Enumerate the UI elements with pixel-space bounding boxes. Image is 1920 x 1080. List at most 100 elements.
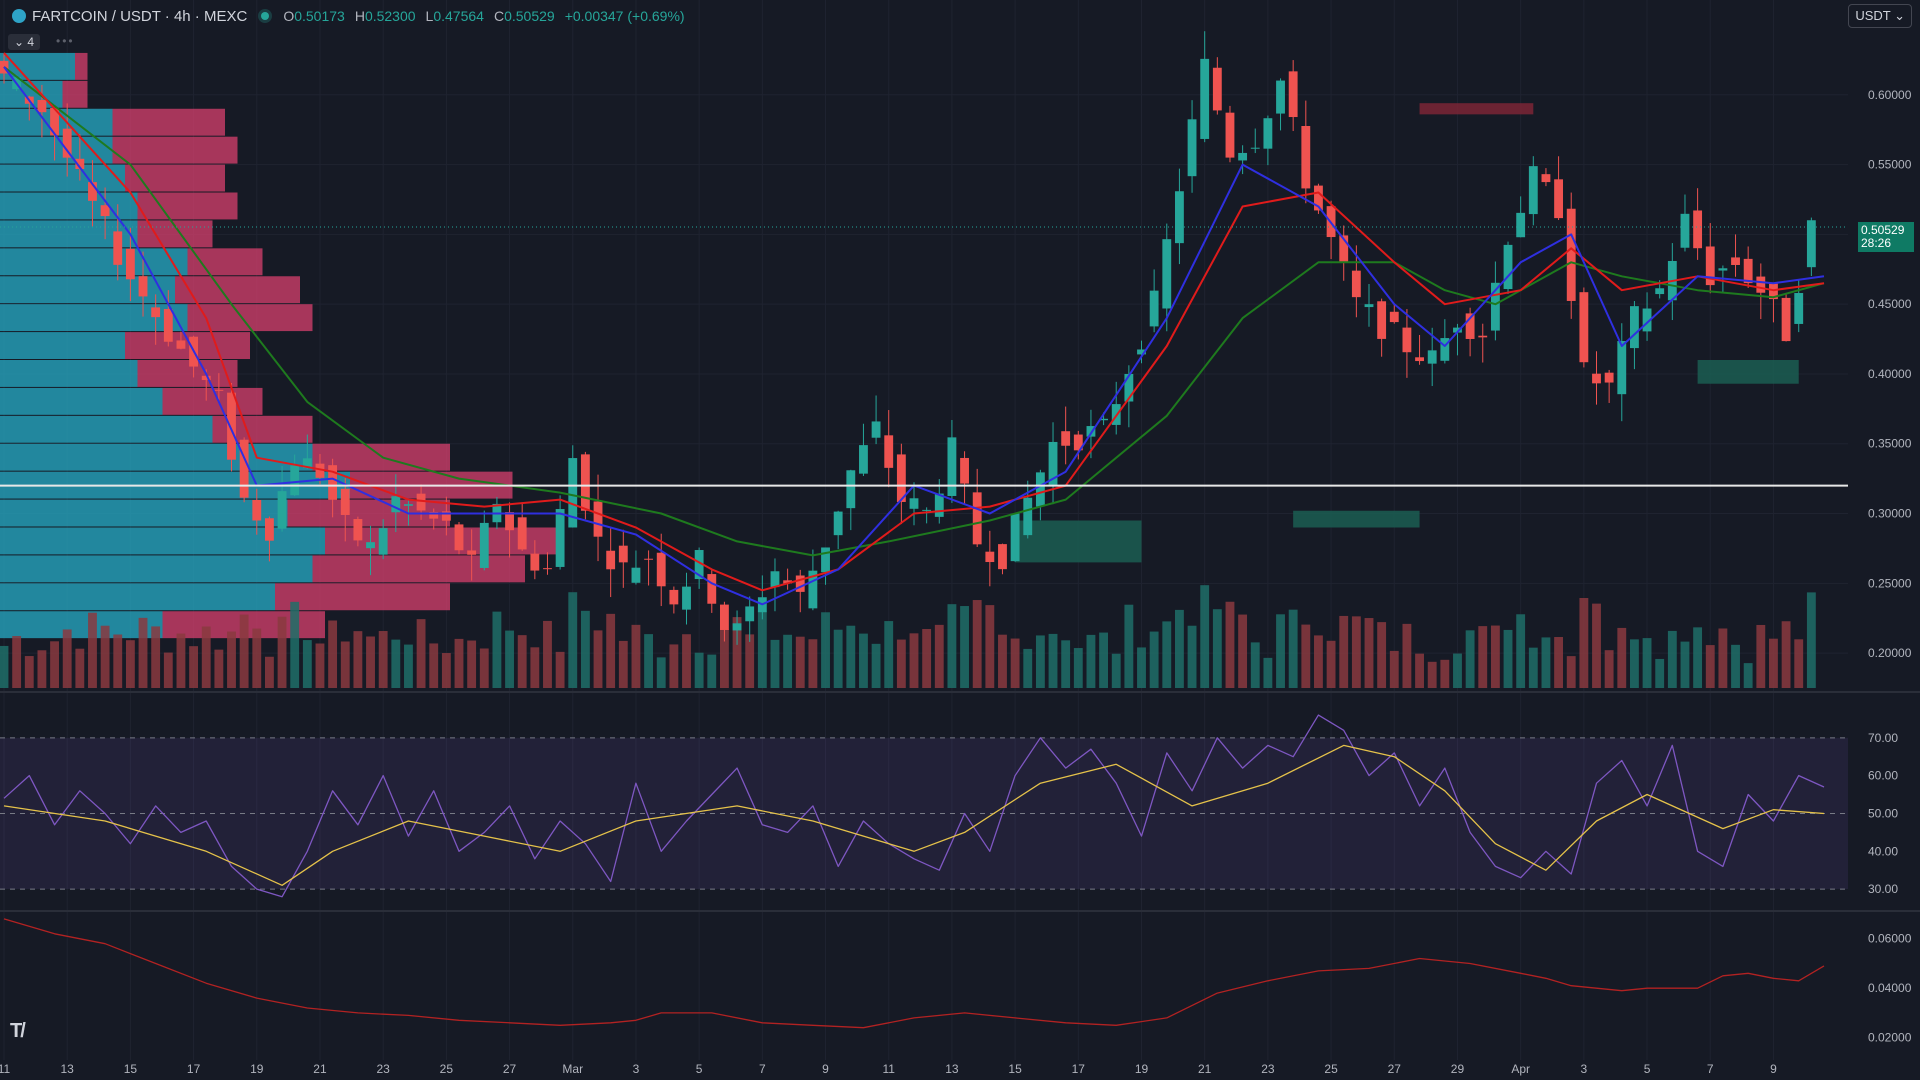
symbol-title[interactable]: FARTCOIN / USDT · 4h · MEXC	[0, 8, 270, 25]
volume-bar	[1680, 641, 1690, 688]
time-axis-label: 19	[250, 1062, 264, 1076]
volume-bar	[1718, 628, 1728, 688]
volume-bar	[163, 652, 173, 688]
volume-bar	[656, 657, 666, 688]
bar-countdown: 28:26	[1861, 236, 1892, 250]
lower-axis-label: 0.02000	[1868, 1031, 1912, 1045]
candle-body	[530, 553, 540, 571]
candle-body	[1288, 71, 1298, 118]
time-axis-label: 11	[0, 1062, 11, 1076]
volume-profile-up-bar	[0, 499, 288, 527]
volume-bar	[1617, 627, 1627, 688]
volume-profile-down-bar	[175, 276, 300, 304]
volume-bar	[757, 611, 767, 688]
volume-bar	[1364, 618, 1374, 688]
lower-indicator-line	[3, 918, 1825, 1029]
volume-bar	[1806, 592, 1816, 688]
candle-body	[1212, 67, 1222, 111]
candle-body	[631, 567, 641, 583]
candle-body	[252, 499, 262, 521]
volume-bar	[290, 601, 300, 688]
volume-bar	[1111, 653, 1121, 688]
candle-body	[138, 276, 148, 297]
time-axis-label: 23	[1261, 1062, 1275, 1076]
candle-body	[1415, 357, 1424, 362]
volume-bar	[846, 625, 856, 688]
candle-body	[479, 522, 489, 568]
volume-bar	[719, 629, 729, 688]
candle-body	[1389, 311, 1399, 323]
candle-body	[1073, 434, 1083, 451]
volume-bar	[252, 628, 262, 688]
volume-bar	[1149, 631, 1159, 688]
candle-body	[378, 528, 388, 555]
more-icon[interactable]: •••	[56, 34, 75, 48]
volume-bar	[404, 644, 413, 688]
volume-bar	[644, 634, 654, 688]
volume-profile-up-bar	[0, 164, 125, 192]
candle-body	[1263, 118, 1273, 149]
volume-bar	[75, 648, 85, 688]
candle-body	[1035, 472, 1045, 507]
volume-profile-down-bar	[112, 108, 225, 136]
volume-bar	[467, 640, 477, 688]
volume-bar	[985, 605, 995, 688]
candle-body	[1769, 283, 1778, 300]
chevron-down-icon: ⌄	[1894, 8, 1905, 23]
volume-bar	[859, 633, 868, 688]
volume-bar	[770, 639, 780, 688]
support-zone	[1697, 360, 1799, 384]
candle-body	[1680, 213, 1690, 248]
volume-bar	[1035, 635, 1045, 688]
ema-fast-line	[3, 66, 1825, 606]
volume-profile-down-bar	[137, 360, 238, 387]
candle-body	[896, 454, 906, 502]
candle-body	[1781, 297, 1791, 342]
volume-bar	[1314, 635, 1323, 688]
currency-selector[interactable]: USDT ⌄	[1848, 4, 1912, 28]
candle-body	[454, 524, 464, 551]
candle-body	[328, 465, 338, 500]
price-axis-label: 0.55000	[1868, 158, 1912, 172]
volume-bar	[315, 643, 325, 688]
open-value: 0.50173	[294, 8, 345, 24]
lower-axis-label: 0.06000	[1868, 932, 1912, 946]
price-axis-label: 0.45000	[1868, 297, 1912, 311]
market-status-icon	[261, 12, 270, 20]
indicator-count: 4	[27, 35, 35, 49]
price-axis-label: 0.40000	[1868, 367, 1912, 381]
volume-bar	[682, 634, 691, 688]
candle-body	[441, 511, 451, 521]
volume-bar	[1225, 601, 1235, 688]
volume-bar	[353, 631, 363, 688]
rsi-axis-label: 40.00	[1868, 844, 1898, 858]
candle-body	[719, 604, 729, 630]
volume-bar	[1061, 640, 1071, 688]
volume-bar	[1301, 624, 1311, 688]
indicator-legend-toggle[interactable]: ⌄ 4	[8, 34, 41, 50]
candle-body	[770, 571, 780, 588]
volume-profile-down-bar	[125, 164, 225, 192]
currency-label: USDT	[1855, 8, 1891, 23]
time-axis-label: 3	[633, 1062, 640, 1076]
candle-body	[1617, 341, 1627, 395]
change-value: +0.00347 (+0.69%)	[564, 8, 685, 24]
ema-mid-line	[3, 52, 1825, 592]
volume-bar	[328, 620, 338, 688]
time-axis-label: 25	[440, 1062, 454, 1076]
volume-bar	[1516, 614, 1526, 688]
volume-bar	[429, 643, 439, 688]
candle-body	[1655, 288, 1665, 295]
volume-bar	[24, 656, 34, 688]
candle-body	[1364, 304, 1374, 308]
candle-body	[467, 550, 477, 555]
candle-body	[568, 458, 578, 528]
candle-body	[846, 470, 856, 509]
candle-body	[618, 545, 628, 563]
time-axis-label: 5	[696, 1062, 703, 1076]
tradingview-logo-icon: T/	[10, 1020, 26, 1042]
candle-body	[1010, 513, 1020, 562]
candle-body	[429, 511, 439, 519]
volume-bar	[1263, 657, 1273, 688]
